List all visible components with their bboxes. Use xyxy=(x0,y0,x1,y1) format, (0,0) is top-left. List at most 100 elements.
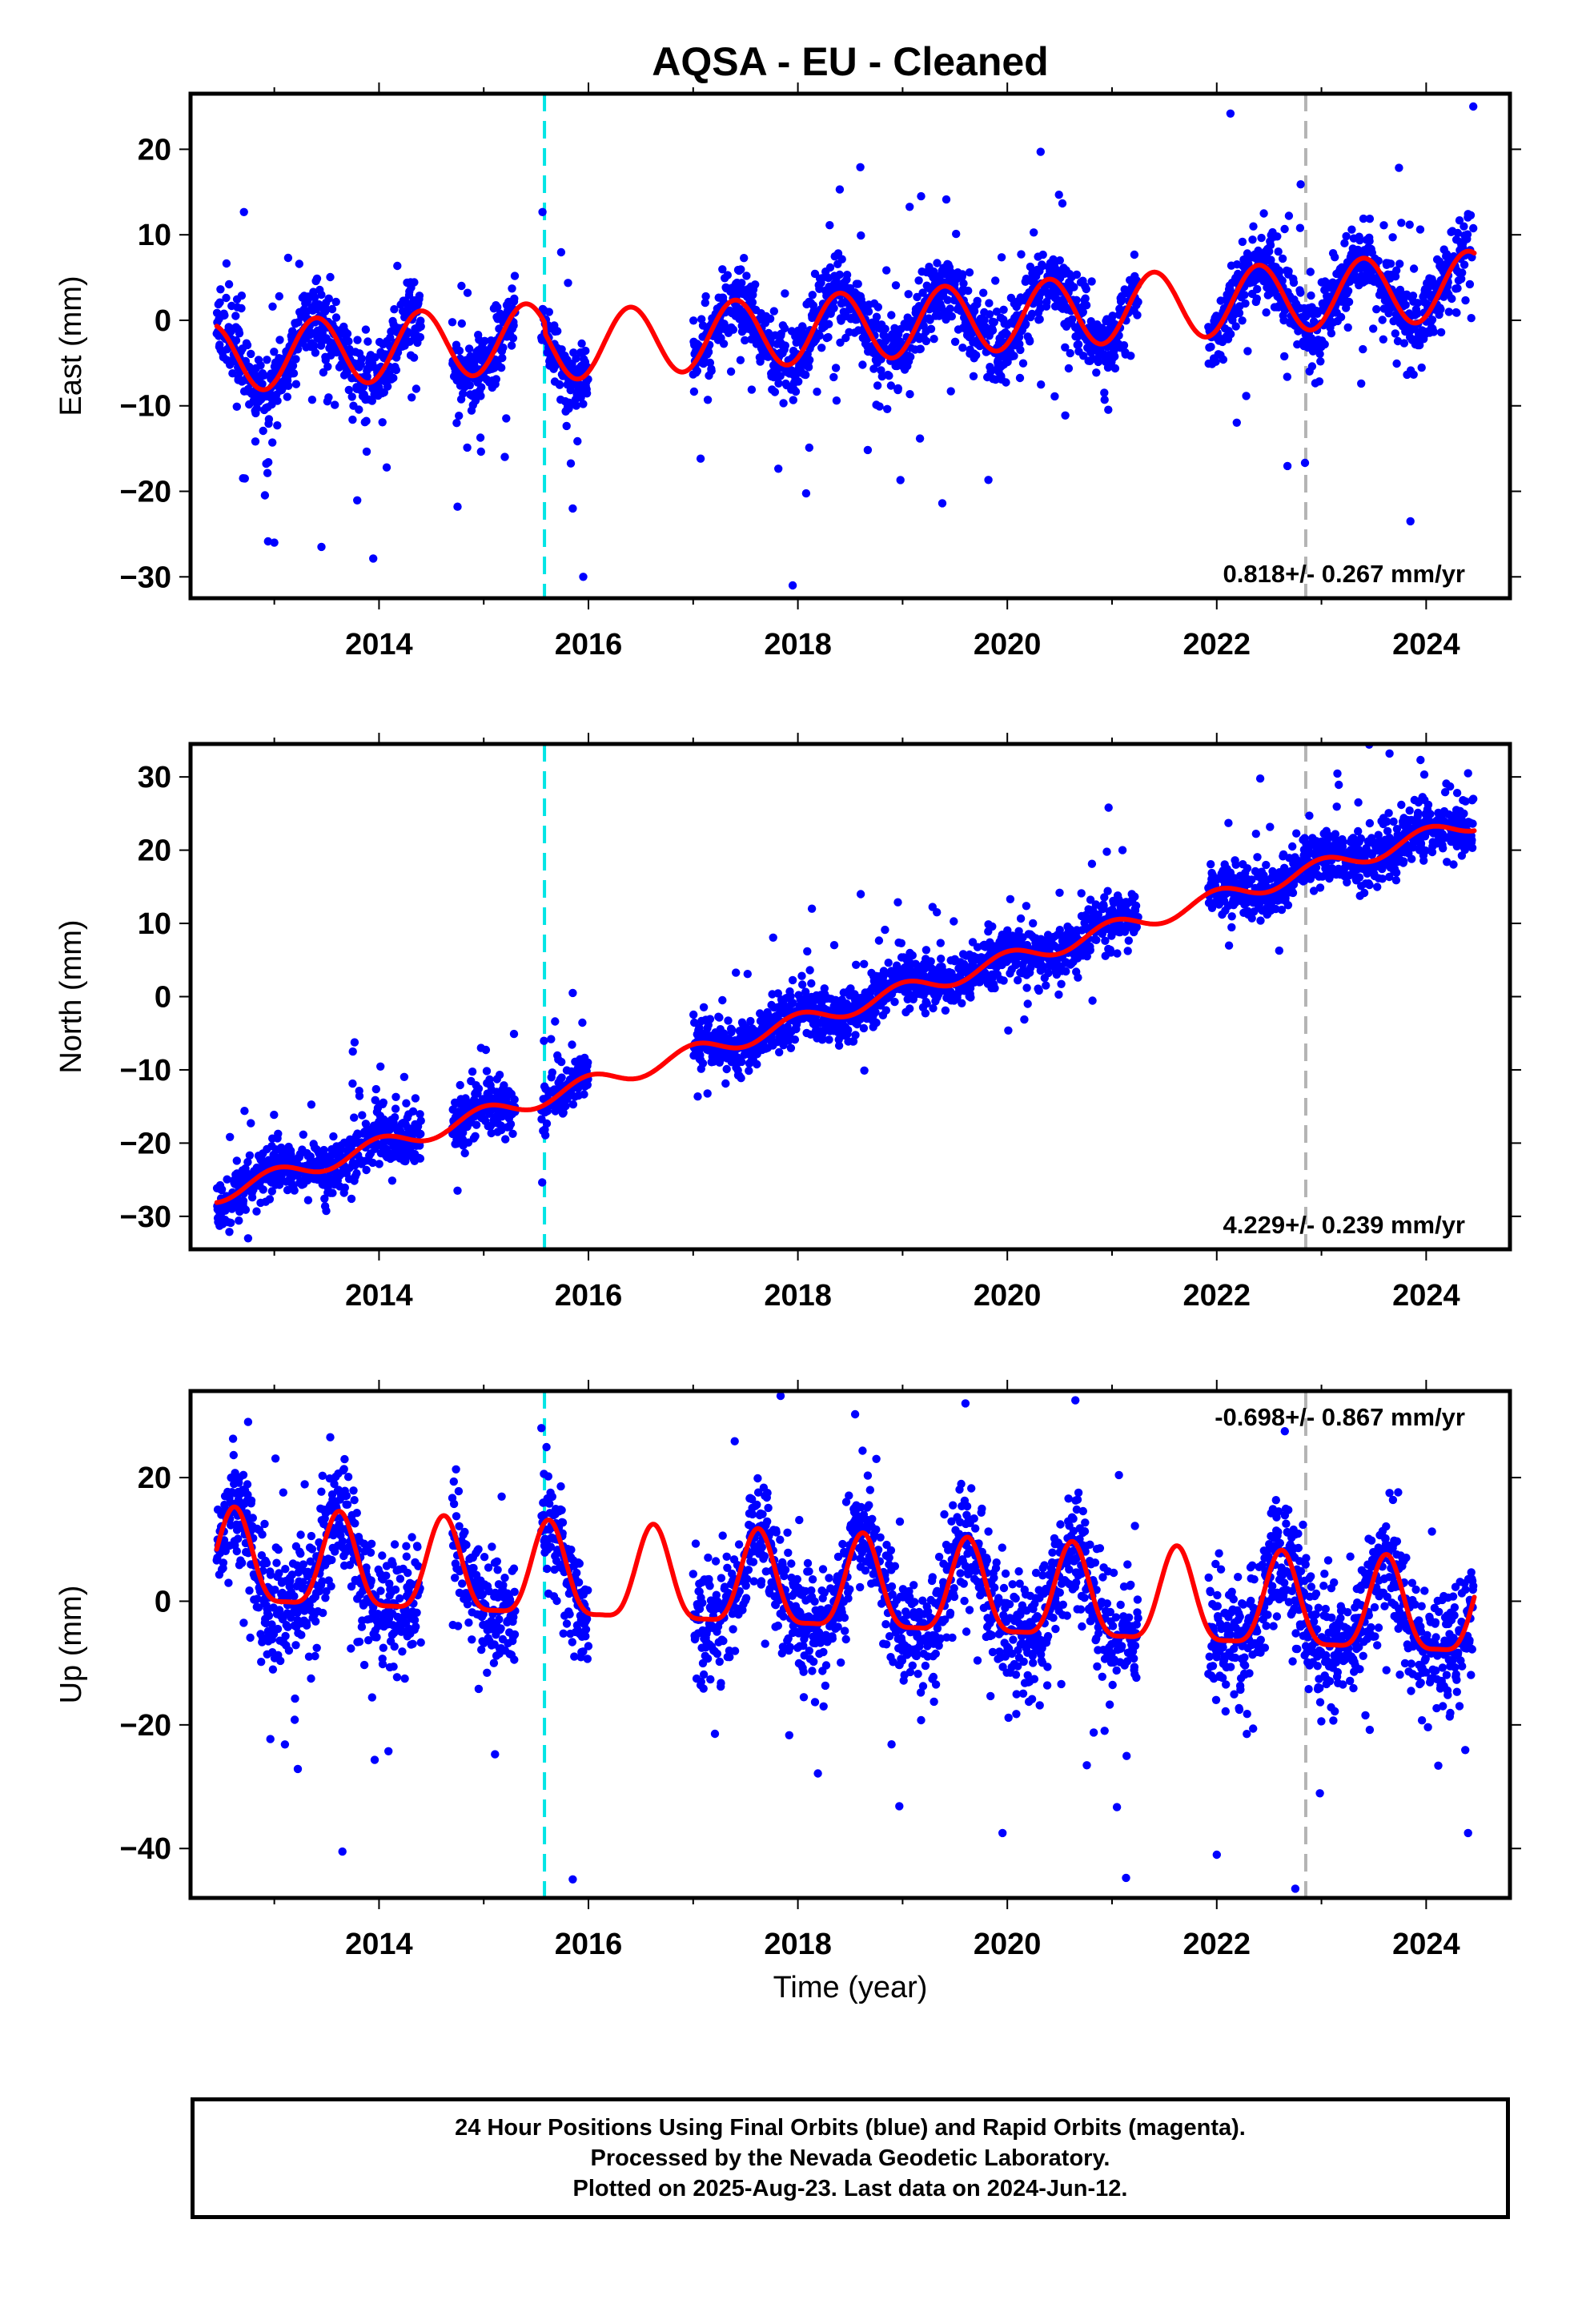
data-point xyxy=(1369,324,1378,333)
data-point xyxy=(701,292,710,301)
data-point xyxy=(779,399,788,408)
data-point xyxy=(568,1100,578,1109)
data-point xyxy=(474,1084,484,1093)
data-point xyxy=(471,1132,480,1141)
data-point xyxy=(1087,277,1096,286)
data-point xyxy=(1463,230,1472,239)
data-point xyxy=(289,369,299,378)
data-point xyxy=(495,1071,504,1080)
data-point xyxy=(1347,225,1356,234)
data-point xyxy=(508,284,516,293)
data-point xyxy=(883,404,892,413)
data-point xyxy=(1295,223,1305,232)
data-point xyxy=(1038,250,1047,259)
data-point xyxy=(705,1015,715,1023)
data-point xyxy=(256,361,265,370)
velocity-label: 0.818+/- 0.267 mm/yr xyxy=(1223,560,1465,588)
data-point xyxy=(350,1113,359,1122)
data-point xyxy=(557,345,566,354)
data-point xyxy=(540,1036,548,1045)
data-point xyxy=(1037,380,1046,389)
data-point xyxy=(719,340,729,348)
data-point xyxy=(553,327,562,336)
data-point xyxy=(958,999,966,1008)
data-point xyxy=(1126,352,1135,360)
data-point xyxy=(729,325,738,334)
data-point xyxy=(247,1193,257,1202)
data-point xyxy=(331,313,341,322)
data-point xyxy=(264,415,274,424)
data-point xyxy=(459,389,468,398)
data-point xyxy=(1211,357,1220,366)
data-point xyxy=(350,1038,359,1047)
data-point xyxy=(1466,211,1476,219)
data-point xyxy=(837,255,846,263)
data-point xyxy=(950,337,960,346)
data-point xyxy=(781,341,789,350)
data-point xyxy=(328,1188,337,1197)
data-point xyxy=(400,1072,409,1082)
data-point xyxy=(937,955,946,963)
data-point xyxy=(477,383,486,392)
y-tick-label: −30 xyxy=(120,561,171,594)
data-point xyxy=(805,356,814,364)
data-point xyxy=(1469,223,1478,233)
data-point xyxy=(885,372,893,380)
data-point xyxy=(259,1185,267,1194)
data-point xyxy=(237,304,246,313)
data-point xyxy=(1226,109,1235,118)
data-point xyxy=(1029,919,1038,928)
data-point xyxy=(542,1119,552,1128)
data-point xyxy=(984,476,993,485)
data-point xyxy=(353,496,362,505)
data-point xyxy=(263,537,272,546)
data-point xyxy=(721,1079,730,1088)
data-point xyxy=(1016,914,1026,923)
data-point xyxy=(997,253,1006,262)
data-point xyxy=(728,1026,737,1035)
data-point xyxy=(1262,308,1271,317)
data-point xyxy=(581,346,590,356)
data-point xyxy=(357,354,367,364)
data-point xyxy=(1357,379,1366,388)
data-point xyxy=(376,1062,385,1072)
data-point xyxy=(252,404,261,413)
data-point xyxy=(464,344,474,353)
data-point xyxy=(1030,228,1038,237)
data-point xyxy=(877,366,885,375)
data-point xyxy=(1104,803,1113,812)
data-point xyxy=(1342,231,1351,241)
data-point xyxy=(1042,981,1050,990)
data-point xyxy=(804,363,813,372)
data-point xyxy=(918,288,927,297)
data-point xyxy=(566,459,576,468)
data-point xyxy=(732,968,741,977)
data-point xyxy=(224,279,234,289)
data-point xyxy=(1307,362,1317,371)
data-point xyxy=(872,1018,881,1027)
data-point xyxy=(798,323,807,332)
data-point xyxy=(1022,902,1031,911)
data-point xyxy=(340,1183,349,1192)
data-point xyxy=(1280,224,1289,234)
data-point xyxy=(881,324,889,333)
data-point xyxy=(240,1107,249,1116)
data-point xyxy=(1391,329,1400,338)
data-point xyxy=(886,381,896,390)
data-point xyxy=(1113,949,1122,958)
panel-data-layer xyxy=(212,94,1478,598)
data-point xyxy=(969,372,978,380)
data-point xyxy=(344,385,353,395)
data-point xyxy=(1340,239,1349,247)
data-point xyxy=(1395,163,1403,172)
data-point xyxy=(1259,209,1268,218)
data-point xyxy=(775,1047,784,1057)
data-point xyxy=(507,341,516,350)
data-point xyxy=(1469,102,1478,111)
data-point xyxy=(317,290,326,300)
data-point xyxy=(943,296,953,304)
data-point xyxy=(222,259,231,268)
data-point xyxy=(416,1116,425,1125)
data-point xyxy=(283,392,291,401)
data-point xyxy=(1061,411,1070,420)
